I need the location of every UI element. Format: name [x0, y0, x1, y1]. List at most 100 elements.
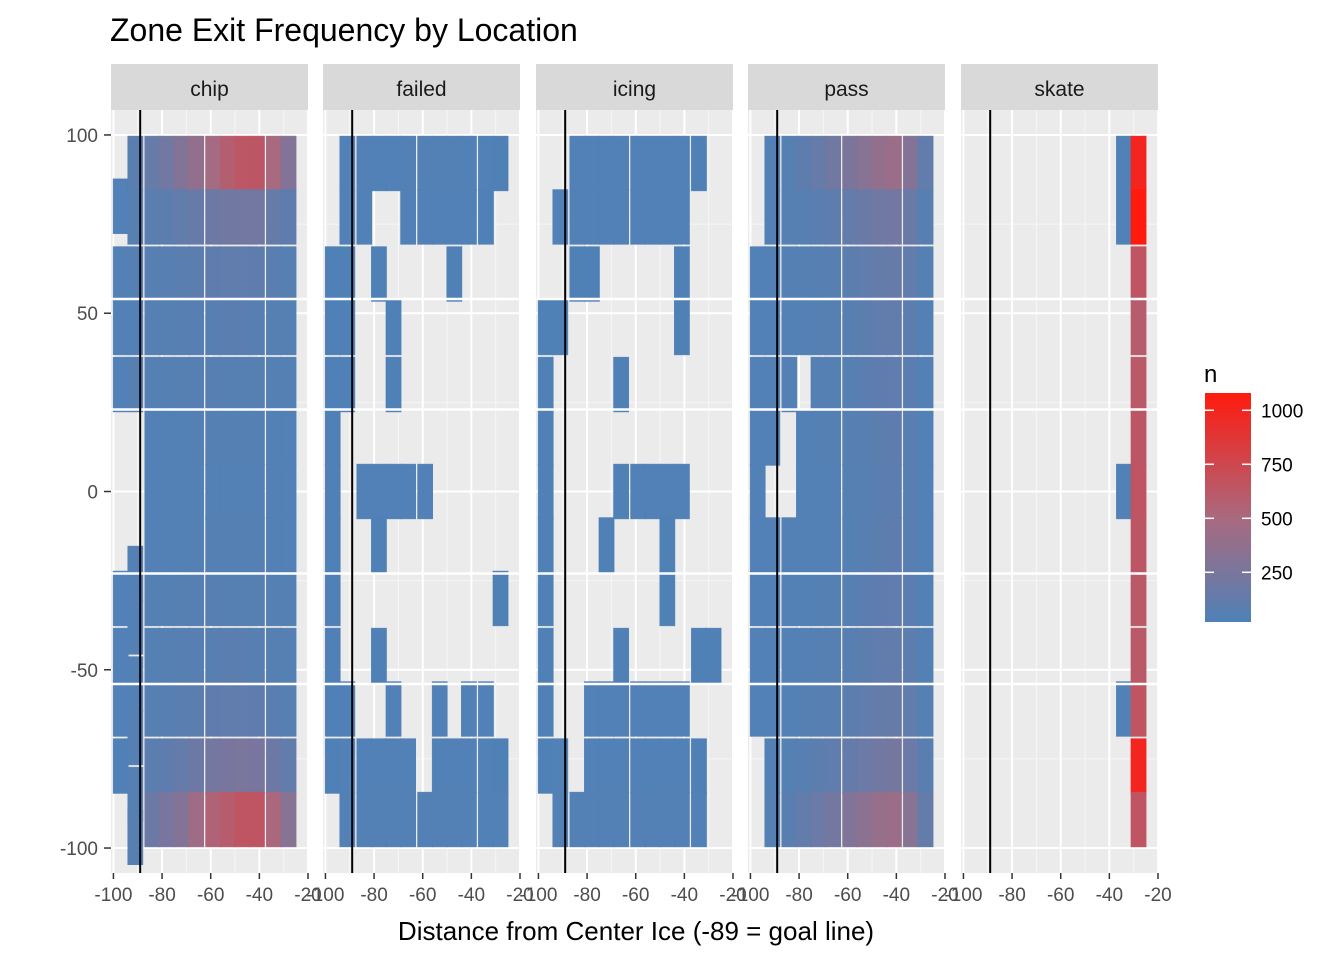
heatmap-tile [644, 463, 661, 520]
heatmap-tile [856, 189, 873, 245]
heatmap-tile [537, 463, 554, 520]
heatmap-tile [842, 570, 858, 627]
heatmap-tile [339, 356, 356, 413]
heatmap-tile [234, 189, 251, 245]
heatmap-tile [569, 189, 586, 245]
heatmap-tile [856, 791, 873, 848]
heatmap-tile [385, 356, 402, 413]
heatmap-tile [173, 356, 190, 413]
heatmap-tile [871, 738, 888, 794]
heatmap-tile [112, 738, 129, 794]
heatmap-tile [417, 463, 433, 520]
heatmap-tile [127, 709, 144, 766]
heatmap-tile [903, 246, 919, 302]
heatmap-tile [1130, 627, 1147, 684]
heatmap-tile [280, 738, 297, 794]
heatmap-tile [188, 299, 204, 356]
heatmap-tile [810, 356, 827, 413]
heatmap-tile [749, 463, 766, 520]
heatmap-tile [431, 791, 448, 848]
heatmap-tile [842, 681, 858, 737]
heatmap-tile [266, 627, 282, 684]
heatmap-tile [371, 463, 387, 520]
heatmap-tile [280, 463, 297, 520]
heatmap-tile [144, 681, 161, 737]
heatmap-tile [234, 681, 251, 737]
heatmap-tile [825, 738, 841, 794]
facet-strip [323, 64, 520, 110]
heatmap-tile [796, 570, 812, 627]
heatmap-tile [461, 791, 477, 848]
heatmap-tile [871, 791, 888, 848]
heatmap-tile [810, 791, 827, 848]
x-tick-label: -20 [1144, 885, 1171, 906]
heatmap-tile [249, 570, 265, 627]
heatmap-tile [810, 246, 827, 302]
heatmap-tile [886, 410, 902, 466]
heatmap-tile [159, 299, 175, 356]
heatmap-tile [173, 299, 190, 356]
heatmap-tile [598, 135, 615, 192]
heatmap-tile [249, 463, 265, 520]
heatmap-tile [173, 681, 190, 737]
heatmap-tile [764, 570, 781, 627]
heatmap-tile [886, 681, 902, 737]
heatmap-tile [417, 135, 433, 192]
heatmap-tile [478, 791, 494, 848]
heatmap-tile [280, 570, 297, 627]
heatmap-tile [234, 517, 251, 573]
heatmap-tile [903, 627, 919, 684]
heatmap-tile [205, 356, 221, 413]
x-tick-label: -100 [731, 885, 769, 906]
heatmap-tile [613, 356, 629, 413]
heatmap-tile [173, 135, 190, 192]
heatmap-tile [871, 463, 888, 520]
heatmap-tile [917, 410, 934, 466]
x-tick-label: -40 [1096, 885, 1123, 906]
heatmap-tile [127, 189, 144, 245]
heatmap-tile [1130, 517, 1147, 573]
heatmap-tile [188, 570, 204, 627]
heatmap-tile [159, 791, 175, 848]
heatmap-tile [249, 189, 265, 245]
x-tick-label: -20 [506, 885, 533, 906]
heatmap-tile [249, 627, 265, 684]
heatmap-tile [825, 463, 841, 520]
heatmap-tile [144, 189, 161, 245]
heatmap-tile [188, 356, 204, 413]
x-tick-label: -100 [306, 885, 344, 906]
heatmap-tile [385, 463, 402, 520]
heatmap-tile [659, 135, 676, 192]
heatmap-tile [584, 681, 600, 737]
x-tick-label: -20 [931, 885, 958, 906]
heatmap-tile [917, 791, 934, 848]
heatmap-tile [825, 517, 841, 573]
heatmap-tile [266, 791, 282, 848]
heatmap-tile [280, 246, 297, 302]
heatmap-tile [825, 299, 841, 356]
heatmap-tile [842, 791, 858, 848]
x-tick-label: -60 [409, 885, 436, 906]
heatmap-tile [796, 246, 812, 302]
heatmap-tile [356, 463, 373, 520]
x-tick-label: -80 [573, 885, 600, 906]
heatmap-tile [537, 738, 554, 794]
heatmap-tile [810, 738, 827, 794]
legend: n 250 500 750 1000 [1204, 361, 1303, 622]
heatmap-tile [266, 463, 282, 520]
heatmap-tile [1130, 299, 1147, 356]
heatmap-tile [644, 738, 661, 794]
heatmap-tile [781, 517, 798, 573]
heatmap-tile [188, 738, 204, 794]
heatmap-tile [173, 627, 190, 684]
heatmap-tile [886, 189, 902, 245]
heatmap-tile [691, 627, 707, 684]
heatmap-tile [749, 299, 766, 356]
legend-tick-label: 250 [1261, 563, 1293, 584]
heatmap-tile [173, 517, 190, 573]
heatmap-tile [280, 517, 297, 573]
heatmap-tile [598, 189, 615, 245]
heatmap-tile [796, 738, 812, 794]
heatmap-tile [630, 738, 646, 794]
heatmap-tile [400, 791, 416, 848]
